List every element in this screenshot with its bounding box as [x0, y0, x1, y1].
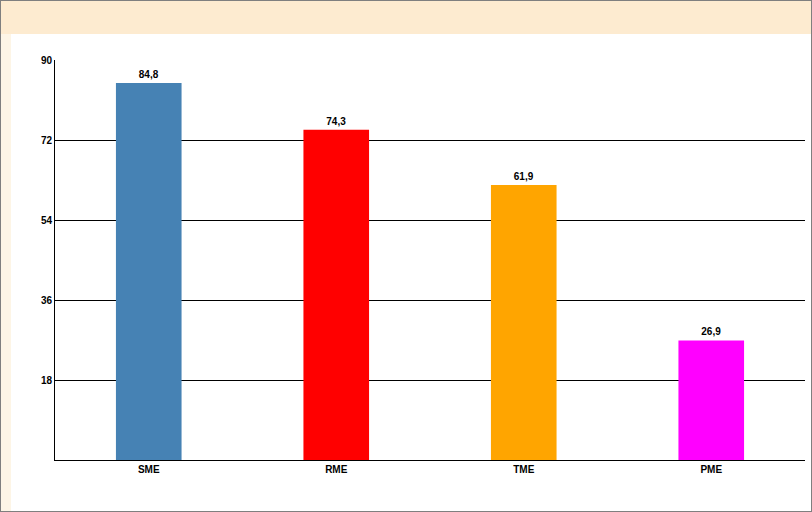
svg-text:RME: RME	[325, 464, 348, 475]
svg-text:26,9: 26,9	[701, 326, 721, 337]
svg-text:54: 54	[41, 215, 53, 226]
svg-text:TME: TME	[513, 464, 534, 475]
svg-text:74,3: 74,3	[326, 116, 346, 127]
svg-text:90: 90	[41, 55, 53, 66]
svg-text:61,9: 61,9	[514, 171, 534, 182]
svg-text:72: 72	[41, 135, 53, 146]
svg-text:18: 18	[41, 375, 53, 386]
svg-text:SME: SME	[138, 464, 160, 475]
svg-text:84,8: 84,8	[139, 69, 159, 80]
svg-text:PME: PME	[700, 464, 722, 475]
svg-text:36: 36	[41, 295, 53, 306]
